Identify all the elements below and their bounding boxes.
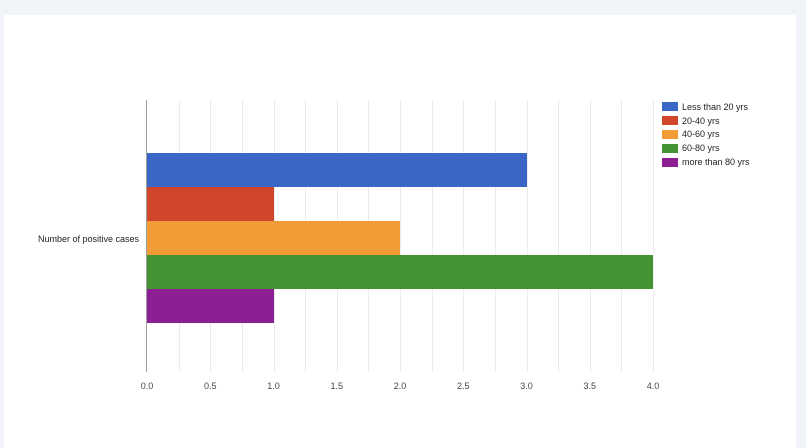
bar-less-than-20-yrs[interactable] [147,153,527,187]
legend-label: 20-40 yrs [682,115,720,126]
gridline [621,100,623,372]
y-axis-line [146,100,147,372]
x-tick-label: 0.5 [203,381,217,391]
legend-swatch-icon [662,102,678,112]
bar-40-60-yrs[interactable] [147,221,400,255]
gridline [589,100,591,372]
category-label: Number of positive cases [37,234,139,244]
legend-item[interactable]: 20-40 yrs [662,114,750,128]
legend-swatch-icon [662,143,678,153]
legend: Less than 20 yrs 20-40 yrs 40-60 yrs 60-80 … [662,100,750,169]
legend-item[interactable]: 60-80 yrs [662,141,750,155]
legend-item[interactable]: more than 80 yrs [662,155,750,169]
legend-label: more than 80 yrs [682,157,750,168]
legend-item[interactable]: Less than 20 yrs [662,100,750,114]
legend-swatch-icon [662,129,678,139]
gridline [400,100,401,372]
x-tick-label: 4.0 [646,381,660,391]
gridline [526,100,528,372]
legend-label: 40-60 yrs [682,129,720,140]
x-tick-label: 2.5 [456,381,470,391]
plot-area [146,100,654,372]
x-tick-label: 1.0 [267,381,280,391]
legend-swatch-icon [662,157,678,167]
gridline [463,100,465,372]
gridline [558,100,560,372]
x-tick-label: 1.5 [330,381,344,391]
legend-swatch-icon [662,116,678,126]
gridline [653,100,654,372]
legend-item[interactable]: 40-60 yrs [662,128,750,142]
x-tick-label: 3.5 [583,381,597,391]
legend-label: Less than 20 yrs [682,101,749,112]
x-tick-label: 0.0 [140,381,154,391]
x-tick-label: 3.0 [520,381,533,391]
legend-label: 60-80 yrs [682,143,720,154]
bar-60-80-yrs[interactable] [147,255,653,289]
gridline [494,100,496,372]
x-tick-label: 2.0 [393,381,407,391]
gridline [431,100,433,372]
bar-20-40-yrs[interactable] [147,187,274,221]
bar-more-than-80-yrs[interactable] [147,289,274,323]
